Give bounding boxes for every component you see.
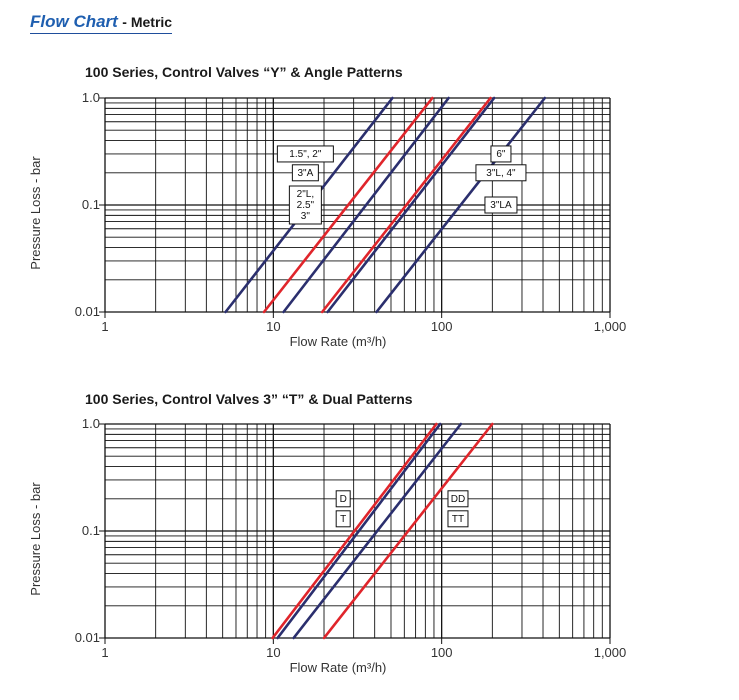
x-tick-label: 10 — [266, 319, 280, 334]
chart-1: 1 10 100 1,000 0.01 0.1 1.0 Flow Rate (m³/h) Pre… — [28, 90, 626, 349]
series-line — [375, 96, 547, 314]
x-axis-label: Flow Rate (m³/h) — [290, 660, 387, 675]
annotation-label: D — [335, 490, 351, 508]
y-tick-label: 1.0 — [82, 90, 100, 105]
y-tick-label: 1.0 — [82, 416, 100, 431]
x-axis-label: Flow Rate (m³/h) — [290, 334, 387, 349]
annotation-text: 1.5", 2" — [289, 149, 322, 160]
series-line — [276, 422, 442, 640]
x-tick-label: 10 — [266, 645, 280, 660]
annotation-text: 2.5" — [297, 200, 315, 211]
annotation-box — [447, 490, 469, 508]
annotation-label: DD — [447, 490, 469, 508]
page-header: Flow Chart - Metric — [30, 12, 173, 34]
annotation-label: TT — [447, 510, 469, 528]
annotation-label: 3"A — [291, 164, 319, 182]
annotation-box — [291, 164, 319, 182]
annotation-label: 2"L,2.5"3" — [288, 185, 322, 225]
y-tick-label: 0.1 — [82, 523, 100, 538]
annotation-box — [288, 185, 322, 225]
y-tick-label: 0.01 — [75, 304, 100, 319]
x-tick-label: 1 — [101, 645, 108, 660]
annotation-box — [484, 196, 518, 214]
series-line — [322, 422, 494, 640]
annotation-label: 3"L, 4" — [475, 164, 527, 182]
series-line — [292, 422, 463, 640]
annotation-box — [447, 510, 469, 528]
x-tick-label: 1,000 — [594, 319, 627, 334]
annotation-text: D — [340, 494, 347, 505]
series-line — [271, 422, 438, 640]
annotation-box — [490, 145, 512, 163]
annotation-label: 6" — [490, 145, 512, 163]
x-tick-label: 100 — [431, 319, 453, 334]
annotation-box — [335, 510, 351, 528]
annotation-label: 1.5", 2" — [276, 145, 334, 163]
y-tick-label: 0.01 — [75, 630, 100, 645]
annotation-text: DD — [451, 494, 465, 505]
annotation-label: 3"LA — [484, 196, 518, 214]
series-line — [282, 96, 450, 314]
annotation-text: 2"L, — [297, 189, 314, 200]
series-line — [326, 96, 496, 314]
chart-2: 1 10 100 1,000 0.01 0.1 1.0 Flow Rate (m³/h) Pre… — [28, 416, 626, 675]
y-axis-label: Pressure Loss - bar — [28, 156, 43, 270]
x-tick-label: 1 — [101, 319, 108, 334]
y-tick-label: 0.1 — [82, 197, 100, 212]
x-tick-label: 100 — [431, 645, 453, 660]
header-subtitle: - Metric — [122, 14, 173, 30]
annotation-box — [276, 145, 334, 163]
header-title: Flow Chart — [30, 12, 118, 31]
annotation-text: 3"L, 4" — [486, 168, 516, 179]
x-tick-label: 1,000 — [594, 645, 627, 660]
annotation-box — [335, 490, 351, 508]
annotation-text: T — [340, 514, 346, 525]
annotation-text: 3"LA — [490, 200, 512, 211]
annotation-text: 6" — [496, 149, 506, 160]
chart-2-title: 100 Series, Control Valves 3” “T” & Dual… — [85, 391, 413, 407]
annotation-label: T — [335, 510, 351, 528]
annotation-text: 3" — [301, 211, 311, 222]
series-line — [262, 96, 434, 314]
y-axis-label: Pressure Loss - bar — [28, 482, 43, 596]
annotation-box — [475, 164, 527, 182]
annotation-text: 3"A — [297, 168, 313, 179]
annotation-text: TT — [452, 514, 464, 525]
chart-1-title: 100 Series, Control Valves “Y” & Angle P… — [85, 64, 403, 80]
series-line — [320, 96, 492, 314]
